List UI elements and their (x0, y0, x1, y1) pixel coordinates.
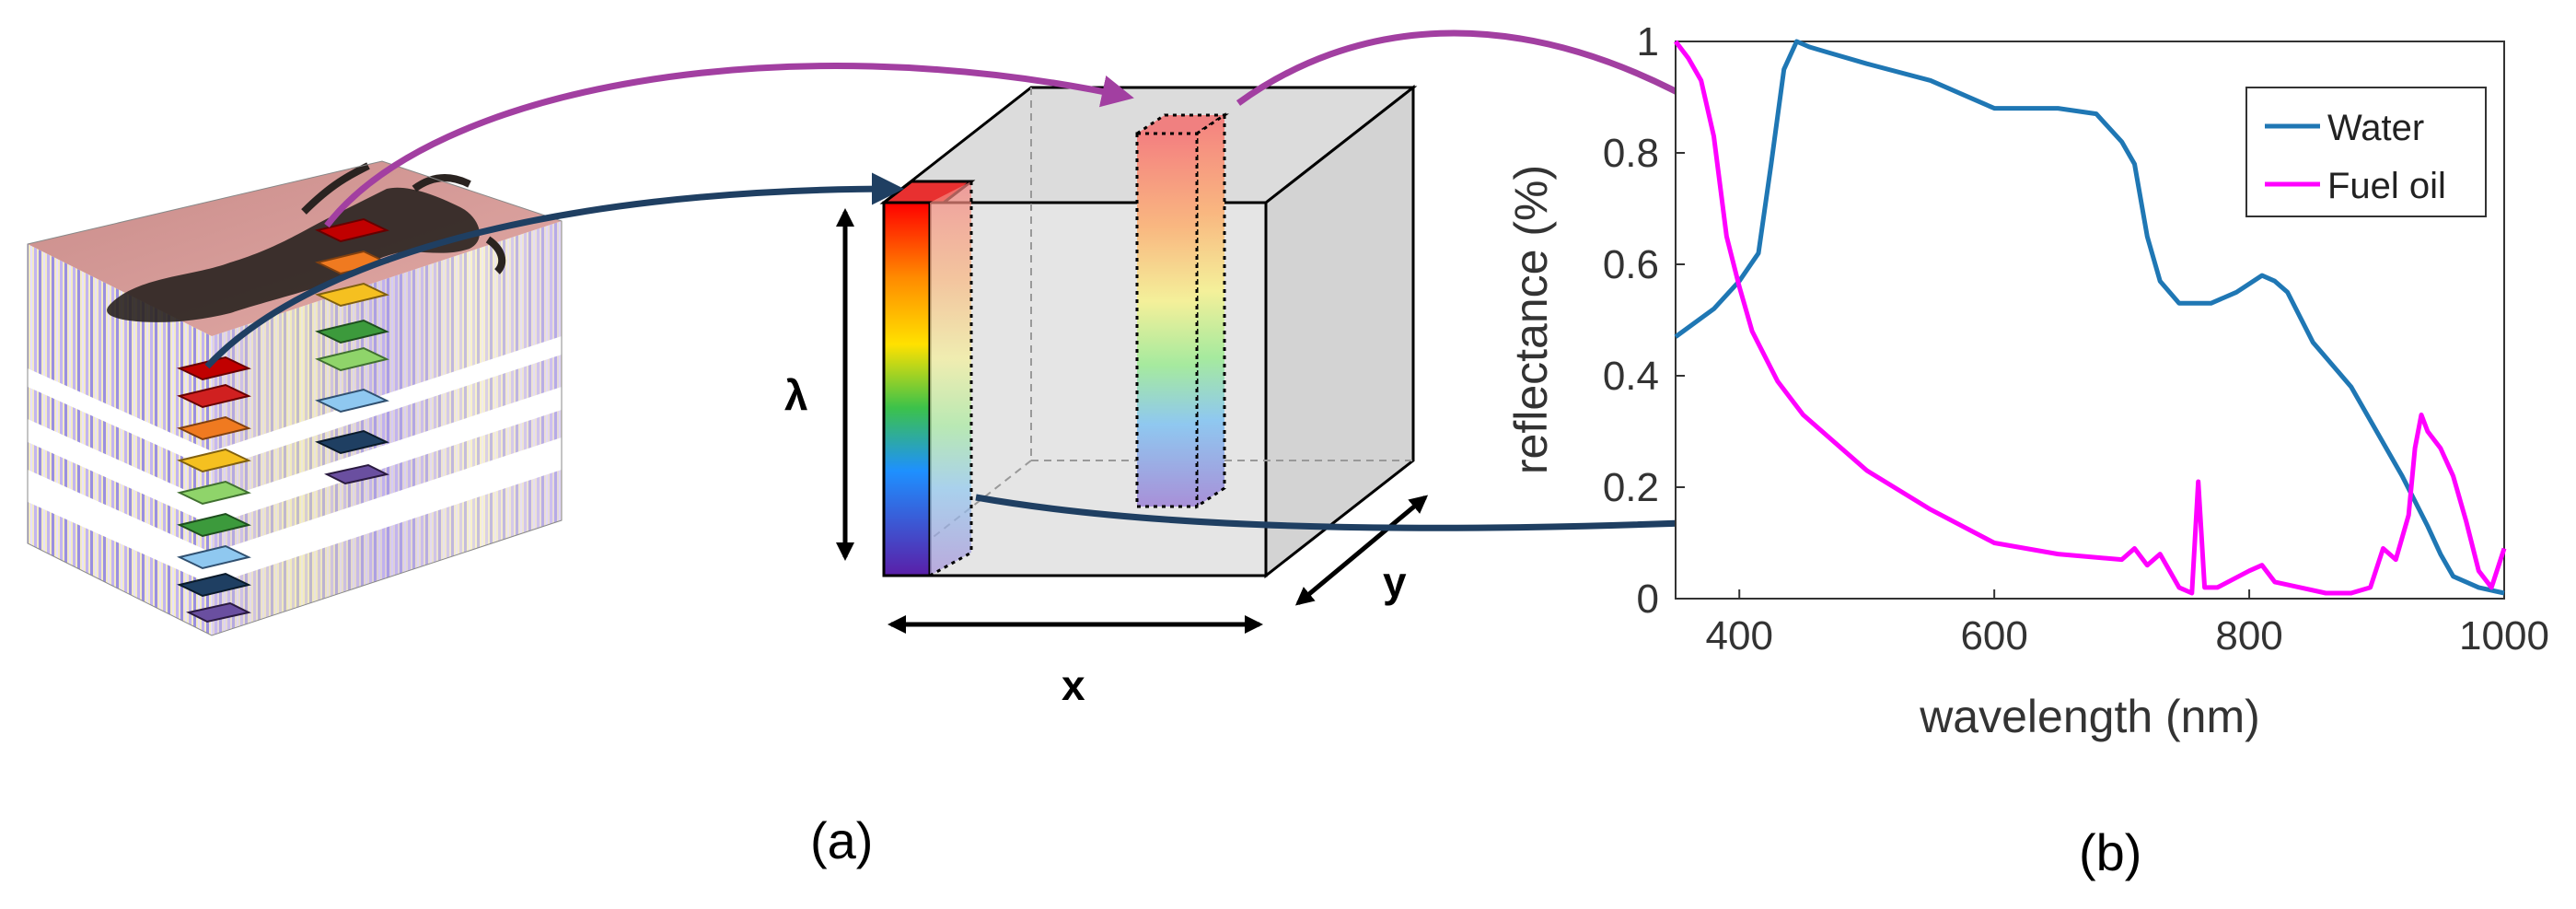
panel-label-a: (a) (810, 811, 874, 869)
band-patch-green-2 (315, 319, 389, 344)
x-ticks: 400 600 800 1000 (1706, 589, 2549, 658)
x-axis-title: wavelength (nm) (1919, 691, 2260, 742)
legend-label-fuel-oil: Fuel oil (2327, 166, 2446, 206)
hsi-outline (27, 160, 563, 636)
interior-column-right (1195, 112, 1226, 509)
interior-column-front (1135, 132, 1199, 508)
series-line-fuel-oil (1674, 40, 2507, 596)
y-tick-label: 1 (1637, 19, 1659, 64)
band-patches (177, 217, 389, 623)
oil-slick-tendril (301, 162, 506, 274)
band-patch-purple (186, 601, 251, 623)
band-patch-lightgreen-2 (315, 346, 389, 372)
band-patch-red-3 (315, 217, 389, 243)
x-tick-label: 400 (1706, 613, 1773, 658)
x-tick-label: 600 (1960, 613, 2027, 658)
y-axis-arrow (1294, 495, 1429, 606)
band-patch-yellow-2 (315, 282, 389, 308)
x-tick-label: 800 (2215, 613, 2282, 658)
y-tick-label: 0.6 (1603, 242, 1659, 287)
hyperspectral-image-stack (27, 160, 563, 636)
oil-slick-shape (107, 187, 480, 322)
y-tick-label: 0.4 (1603, 354, 1659, 399)
navy-arrow-to-cube (204, 172, 904, 369)
spectrum-column-front (882, 201, 932, 577)
x-axis-label: x (1062, 661, 1085, 709)
band-patch-red-2 (177, 383, 251, 409)
band-patch-lightblue (177, 544, 251, 570)
purple-arrow-to-chart (1236, 29, 1714, 112)
data-cube: λ x y (784, 84, 1429, 709)
band-patch-lightgreen (177, 480, 251, 506)
series-lines (1674, 39, 2507, 596)
band-patch-yellow (177, 448, 251, 473)
legend: Water Fuel oil (2245, 87, 2487, 217)
x-tick-label: 1000 (2459, 613, 2549, 658)
y-tick-label: 0 (1637, 577, 1659, 622)
legend-box (2245, 87, 2487, 217)
y-tick-label: 0.2 (1603, 465, 1659, 510)
y-axis-title: reflectance (%) (1505, 165, 1557, 474)
hsi-band-gap-3 (28, 437, 562, 585)
purple-arrow-to-cube (324, 63, 1134, 228)
band-patch-orange (177, 415, 251, 441)
reflectance-chart: 400 600 800 1000 0 0.2 0.4 0.6 0.8 1 wavelength … (1505, 19, 2549, 742)
y-tick-label: 0.8 (1603, 131, 1659, 176)
y-axis-label: y (1383, 558, 1407, 606)
band-patch-green (177, 512, 251, 538)
panel-label-b: (b) (2079, 823, 2142, 881)
legend-label-water: Water (2327, 108, 2424, 148)
band-patch-navy (177, 572, 251, 598)
y-ticks: 0 0.2 0.4 0.6 0.8 1 (1603, 19, 1685, 622)
band-patch-purple-2 (324, 463, 389, 485)
spectrum-column-side (930, 181, 971, 576)
hsi-band-gap-2 (28, 387, 562, 525)
band-patch-lightblue-2 (315, 388, 389, 414)
hsi-band-gap-1 (28, 336, 562, 470)
band-patch-navy-2 (315, 429, 389, 455)
series-line-water (1674, 39, 2505, 596)
lambda-axis-label: λ (784, 371, 808, 419)
